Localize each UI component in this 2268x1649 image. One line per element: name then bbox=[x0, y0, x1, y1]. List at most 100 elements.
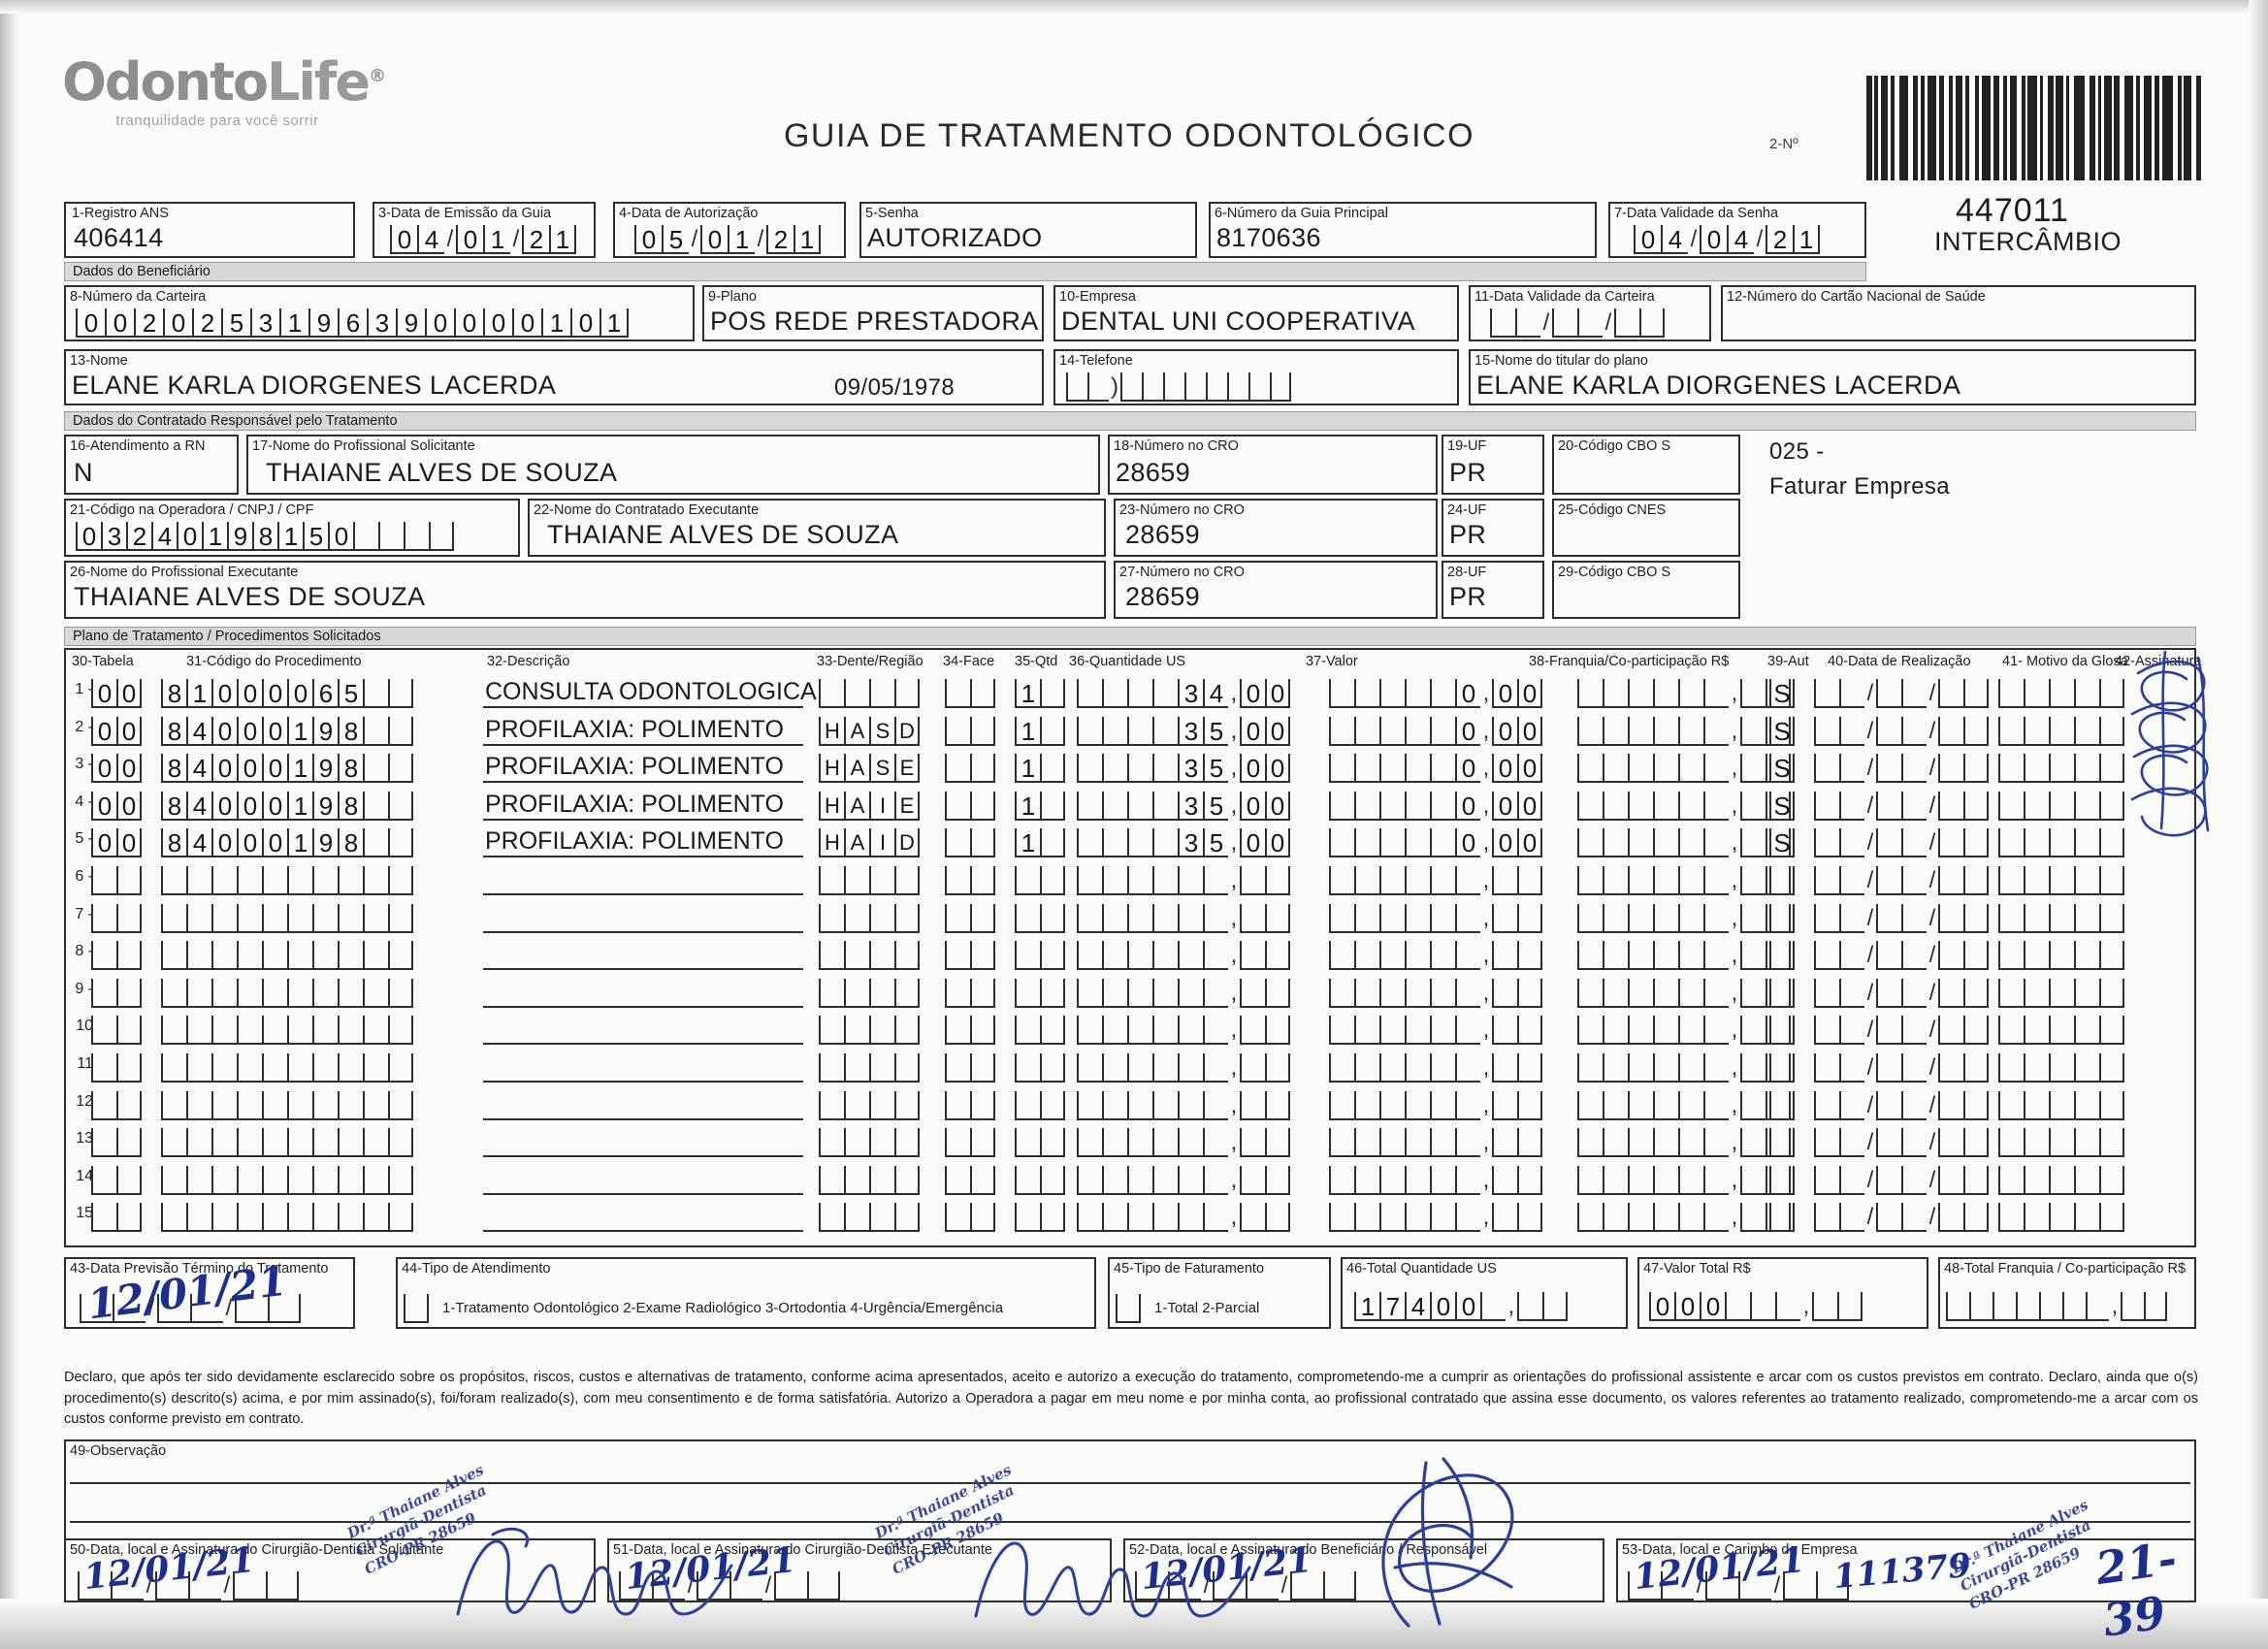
cell-face[interactable] bbox=[945, 679, 995, 708]
cell-dente[interactable] bbox=[819, 866, 920, 895]
cell-valor[interactable]: , bbox=[1329, 1090, 1542, 1120]
cell-data_realizacao[interactable]: / / bbox=[1814, 1165, 1989, 1195]
cell-dente[interactable] bbox=[819, 903, 920, 933]
cell-codigo[interactable] bbox=[161, 903, 413, 933]
cell-qtd[interactable] bbox=[1015, 1165, 1065, 1195]
cell-aut[interactable]: S bbox=[1769, 679, 1795, 708]
cell-qtd_us[interactable]: , bbox=[1077, 903, 1290, 933]
cell-descricao-line[interactable] bbox=[483, 1155, 803, 1158]
cell-aut[interactable] bbox=[1769, 1090, 1795, 1120]
field-27-value[interactable]: 28659 bbox=[1125, 582, 1201, 611]
cell-data_realizacao[interactable]: / / bbox=[1814, 1053, 1989, 1083]
cell-franquia[interactable]: , bbox=[1577, 791, 1791, 821]
cell-qtd[interactable]: 1 bbox=[1015, 716, 1065, 746]
cell-qtd[interactable]: 1 bbox=[1015, 754, 1065, 784]
cell-dente[interactable] bbox=[819, 1128, 920, 1158]
cell-tabela[interactable] bbox=[91, 1203, 142, 1233]
cell-face[interactable] bbox=[945, 866, 995, 895]
cell-valor[interactable]: , bbox=[1329, 941, 1542, 971]
cell-face[interactable] bbox=[945, 941, 995, 971]
field-14-phone-comb[interactable]: ) bbox=[1066, 372, 1291, 402]
cell-tabela[interactable] bbox=[91, 1165, 142, 1195]
field-26-value[interactable]: THAIANE ALVES DE SOUZA bbox=[74, 582, 426, 611]
cell-motivo_glosa[interactable] bbox=[1998, 1053, 2124, 1083]
cell-aut[interactable] bbox=[1769, 1016, 1795, 1046]
cell-aut[interactable] bbox=[1769, 978, 1795, 1008]
cell-motivo_glosa[interactable] bbox=[1998, 1165, 2124, 1195]
field-49-line-1[interactable] bbox=[70, 1482, 2190, 1484]
cell-codigo[interactable] bbox=[161, 1128, 413, 1158]
cell-aut[interactable]: S bbox=[1769, 828, 1795, 858]
cell-tabela[interactable] bbox=[91, 866, 142, 895]
field-17-value[interactable]: THAIANE ALVES DE SOUZA bbox=[266, 458, 618, 487]
cell-qtd[interactable] bbox=[1015, 941, 1065, 971]
cell-motivo_glosa[interactable] bbox=[1998, 903, 2124, 933]
field-23-value[interactable]: 28659 bbox=[1125, 520, 1201, 549]
cell-qtd[interactable]: 1 bbox=[1015, 828, 1065, 858]
cell-descricao-line[interactable] bbox=[483, 818, 803, 821]
cell-codigo[interactable] bbox=[161, 1090, 413, 1120]
cell-motivo_glosa[interactable] bbox=[1998, 1203, 2124, 1233]
field-9-value[interactable]: POS REDE PRESTADORA bbox=[710, 307, 1039, 336]
cell-data_realizacao[interactable]: / / bbox=[1814, 679, 1989, 708]
cell-dente[interactable] bbox=[819, 1053, 920, 1083]
cell-qtd[interactable]: 1 bbox=[1015, 679, 1065, 708]
cell-franquia[interactable]: , bbox=[1577, 754, 1791, 784]
cell-qtd[interactable]: 1 bbox=[1015, 791, 1065, 821]
cell-descricao-line[interactable] bbox=[483, 706, 803, 708]
cell-dente[interactable] bbox=[819, 1016, 920, 1046]
cell-qtd_us[interactable]: , bbox=[1077, 866, 1290, 895]
cell-face[interactable] bbox=[945, 1053, 995, 1083]
cell-qtd_us[interactable]: , bbox=[1077, 978, 1290, 1008]
cell-face[interactable] bbox=[945, 903, 995, 933]
field-28-value[interactable]: PR bbox=[1449, 582, 1487, 611]
cell-face[interactable] bbox=[945, 754, 995, 784]
cell-tabela[interactable] bbox=[91, 903, 142, 933]
field-24-value[interactable]: PR bbox=[1449, 520, 1487, 549]
cell-dente[interactable] bbox=[819, 1203, 920, 1233]
cell-face[interactable] bbox=[945, 1203, 995, 1233]
cell-franquia[interactable]: , bbox=[1577, 1016, 1791, 1046]
cell-motivo_glosa[interactable] bbox=[1998, 754, 2124, 784]
cell-franquia[interactable]: , bbox=[1577, 941, 1791, 971]
cell-data_realizacao[interactable]: / / bbox=[1814, 941, 1989, 971]
cell-descricao-line[interactable] bbox=[483, 1117, 803, 1120]
field-5-value[interactable]: AUTORIZADO bbox=[867, 223, 1043, 252]
cell-qtd_us[interactable]: , bbox=[1077, 1165, 1290, 1195]
cell-dente[interactable] bbox=[819, 1165, 920, 1195]
cell-data_realizacao[interactable]: / / bbox=[1814, 1203, 1989, 1233]
cell-descricao-line[interactable] bbox=[483, 968, 803, 971]
cell-face[interactable] bbox=[945, 1090, 995, 1120]
cell-codigo[interactable] bbox=[161, 978, 413, 1008]
cell-franquia[interactable]: , bbox=[1577, 903, 1791, 933]
field-16-value[interactable]: N bbox=[74, 458, 93, 487]
cell-qtd_us[interactable]: , bbox=[1077, 1203, 1290, 1233]
field-43-date-comb[interactable]: / / bbox=[80, 1294, 301, 1323]
cell-data_realizacao[interactable]: / / bbox=[1814, 1128, 1989, 1158]
cell-codigo[interactable] bbox=[161, 866, 413, 895]
cell-face[interactable] bbox=[945, 791, 995, 821]
cell-face[interactable] bbox=[945, 828, 995, 858]
cell-qtd[interactable] bbox=[1015, 978, 1065, 1008]
field-10-value[interactable]: DENTAL UNI COOPERATIVA bbox=[1061, 307, 1415, 336]
cell-face[interactable] bbox=[945, 1165, 995, 1195]
cell-valor[interactable]: , bbox=[1329, 903, 1542, 933]
cell-valor[interactable]: , bbox=[1329, 1128, 1542, 1158]
cell-motivo_glosa[interactable] bbox=[1998, 716, 2124, 746]
cell-qtd[interactable] bbox=[1015, 1053, 1065, 1083]
cell-codigo[interactable] bbox=[161, 941, 413, 971]
cell-tabela[interactable] bbox=[91, 978, 142, 1008]
cell-descricao-line[interactable] bbox=[483, 1005, 803, 1008]
